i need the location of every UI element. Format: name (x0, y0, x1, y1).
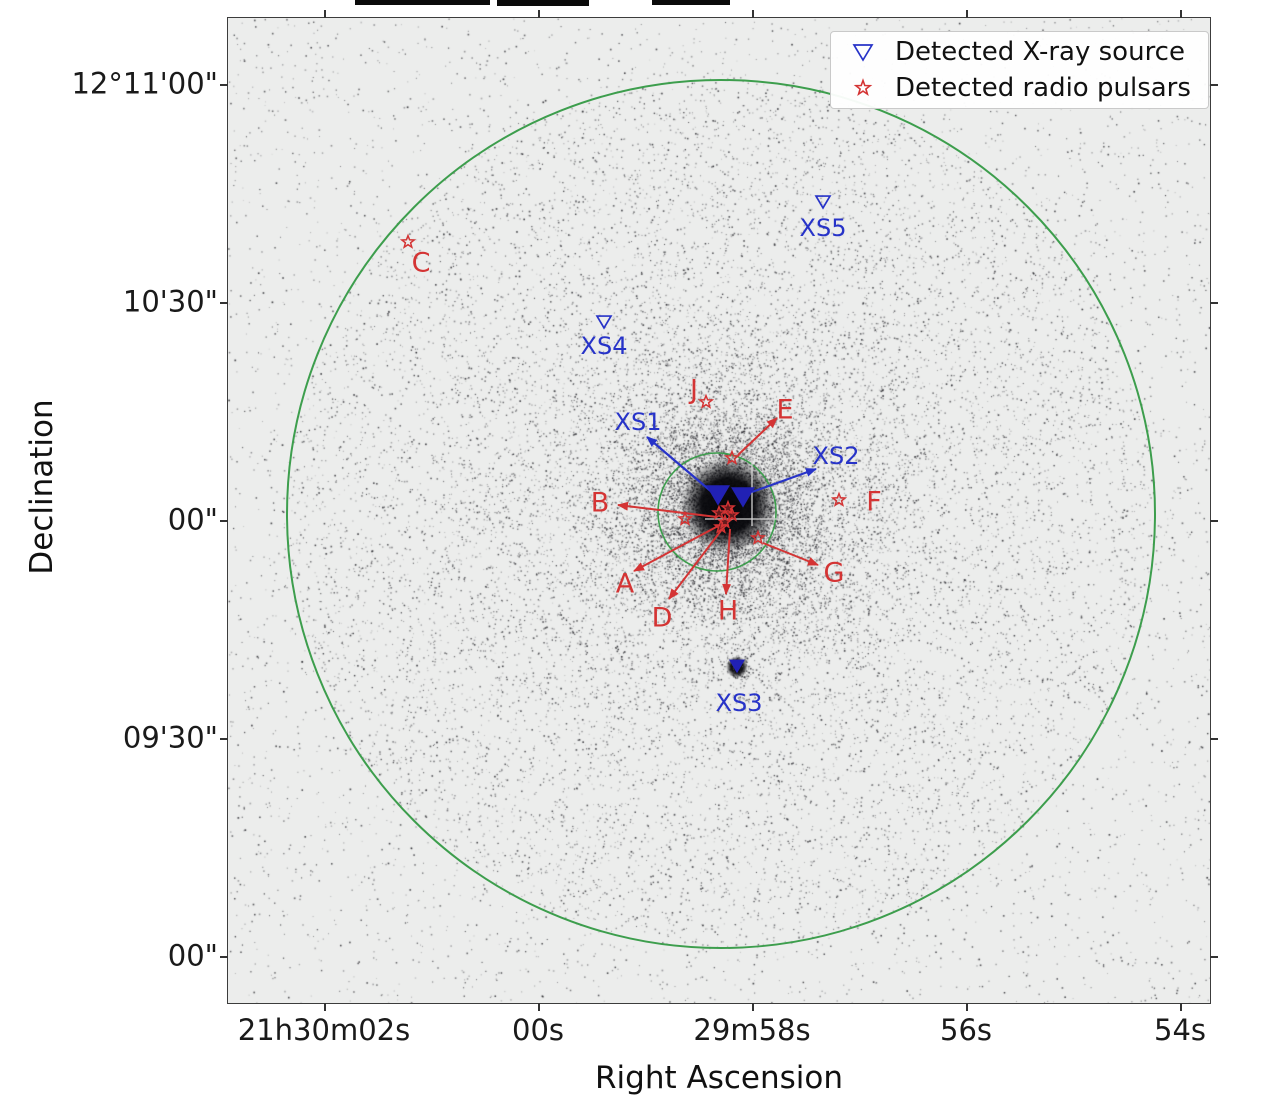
y-axis-title: Declination (24, 399, 60, 575)
y-tick-right (1210, 956, 1218, 958)
legend-item-label: Detected radio pulsars (895, 73, 1191, 103)
y-tick-label: 10'30" (122, 284, 218, 319)
x-tick (1180, 1003, 1182, 1011)
xray-label-XS3: XS3 (715, 689, 763, 717)
cropped-title-fragment (497, 0, 589, 6)
x-tick-label: 00s (511, 1013, 565, 1047)
xray-marker-XS3 (729, 659, 745, 674)
x-tick-top (966, 10, 968, 18)
xray-label-XS1: XS1 (614, 408, 662, 436)
y-tick-right (1210, 84, 1218, 86)
y-tick (220, 302, 228, 304)
pulsar-label-J: J (690, 374, 698, 406)
y-tick-label: 00" (167, 502, 218, 537)
pulsar-arrow-D (668, 527, 724, 600)
pulsar-label-D: D (651, 602, 673, 634)
pulsar-label-G: G (823, 557, 845, 589)
x-tick-label: 29m58s (693, 1013, 811, 1047)
legend: Detected X-ray source Detected radio puls… (830, 31, 1209, 109)
legend-item-label: Detected X-ray source (895, 37, 1185, 67)
pulsar-arrow-G (762, 542, 819, 566)
pulsar-star-central-2 (724, 506, 740, 522)
xray-marker-XS1 (706, 485, 730, 506)
xray-label-XS4: XS4 (580, 332, 628, 360)
x-tick (538, 1003, 540, 1011)
pulsar-star-C (399, 233, 417, 249)
starfield-canvas (228, 18, 1210, 1003)
pulsar-star-central-0 (711, 504, 727, 520)
pulsar-arrow-A (633, 524, 721, 572)
pulsar-arrow-E (737, 417, 778, 456)
cropped-title-fragment (652, 0, 730, 5)
x-tick-label: 54s (1153, 1013, 1207, 1047)
annotation-layer (286, 79, 1156, 949)
pulsar-star-J (697, 393, 715, 409)
y-tick (220, 738, 228, 740)
pulsar-star-central-4 (720, 499, 736, 515)
x-tick-top (752, 10, 754, 18)
field-of-view-circle (286, 79, 1156, 949)
pulsar-label-B: B (590, 487, 610, 519)
legend-item: Detected radio pulsars (831, 72, 1208, 104)
xray-label-XS5: XS5 (799, 214, 847, 242)
pulsar-label-A: A (615, 568, 635, 600)
core-radius-circle (657, 452, 777, 572)
y-tick-right (1210, 520, 1218, 522)
x-tick-top (324, 10, 326, 18)
pulsar-star-G (749, 529, 767, 545)
pulsar-star-F (830, 491, 848, 507)
open-triangle-down-icon (831, 39, 895, 65)
x-axis-title: Right Ascension (595, 1060, 843, 1096)
y-tick-label: 00" (167, 938, 218, 973)
pulsar-label-H: H (717, 595, 739, 627)
x-tick-label: 56s (939, 1013, 993, 1047)
pulsar-star-B (676, 510, 694, 526)
xray-marker-XS5 (814, 195, 832, 210)
x-tick-label: 21h30m02s (237, 1013, 411, 1047)
x-tick (324, 1003, 326, 1011)
pulsar-star-central-3 (713, 518, 729, 534)
plot-area: Detected X-ray source Detected radio puls… (227, 17, 1211, 1004)
y-tick-right (1210, 738, 1218, 740)
xray-label-XS2: XS2 (812, 442, 860, 470)
y-tick-label: 09'30" (122, 720, 218, 755)
pulsar-label-C: C (411, 247, 431, 279)
y-tick (220, 520, 228, 522)
xray-marker-XS2 (731, 487, 755, 508)
x-tick-top (1180, 10, 1182, 18)
xray-arrow-XS2 (751, 467, 817, 494)
y-tick-right (1210, 302, 1218, 304)
pulsar-label-F: F (866, 486, 882, 518)
legend-item: Detected X-ray source (831, 36, 1208, 68)
open-star-icon (831, 75, 895, 101)
x-tick (966, 1003, 968, 1011)
pulsar-arrow-B (617, 501, 718, 518)
xray-marker-XS4 (595, 315, 613, 330)
x-tick-top (538, 10, 540, 18)
pulsar-star-E (723, 449, 741, 465)
y-tick (220, 84, 228, 86)
pulsar-arrow-H (722, 528, 732, 595)
xray-arrow-XS1 (646, 436, 714, 494)
pulsar-label-E: E (776, 394, 794, 426)
cropped-title-fragment (355, 0, 490, 5)
y-tick-label: 12°11'00" (71, 66, 218, 101)
y-tick (220, 956, 228, 958)
x-tick (752, 1003, 754, 1011)
